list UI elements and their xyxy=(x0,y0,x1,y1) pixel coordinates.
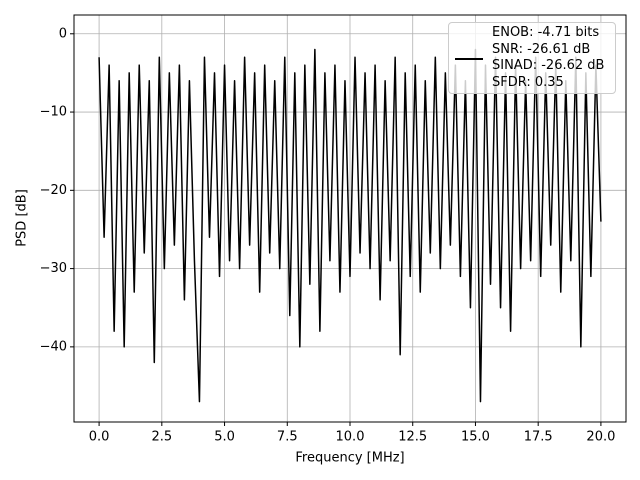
x-tick-label: 0.0 xyxy=(89,430,110,445)
y-tick-label: −30 xyxy=(40,261,67,276)
y-axis-label: PSD [dB] xyxy=(15,189,30,247)
x-tick-label: 17.5 xyxy=(524,430,553,445)
x-tick-label: 5.0 xyxy=(214,430,235,445)
x-tick-label: 10.0 xyxy=(336,430,365,445)
legend-label: ENOB: -4.71 bits SNR: -26.61 dB SINAD: -… xyxy=(492,25,605,90)
legend: ENOB: -4.71 bits SNR: -26.61 dB SINAD: -… xyxy=(448,22,616,94)
plot-frame xyxy=(73,14,627,423)
x-tick-label: 20.0 xyxy=(586,430,615,445)
x-axis-label: Frequency [MHz] xyxy=(295,451,404,466)
x-tick-label: 2.5 xyxy=(151,430,172,445)
x-tick-label: 12.5 xyxy=(398,430,427,445)
x-tick-label: 7.5 xyxy=(277,430,298,445)
x-tick-label: 15.0 xyxy=(461,430,490,445)
y-tick-label: −40 xyxy=(40,339,67,354)
legend-line xyxy=(455,58,483,60)
y-tick-label: −10 xyxy=(40,105,67,120)
y-tick-label: 0 xyxy=(59,26,67,41)
y-tick-label: −20 xyxy=(40,183,67,198)
data-line xyxy=(98,48,602,403)
